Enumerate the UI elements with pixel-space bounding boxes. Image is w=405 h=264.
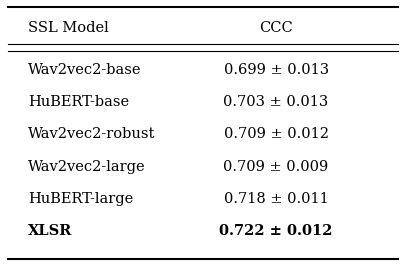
Text: 0.718 ± 0.011: 0.718 ± 0.011 [223,192,328,206]
Text: XLSR: XLSR [28,224,72,238]
Text: 0.699 ± 0.013: 0.699 ± 0.013 [223,63,328,77]
Text: 0.709 ± 0.009: 0.709 ± 0.009 [223,159,328,174]
Text: HuBERT-large: HuBERT-large [28,192,133,206]
Text: 0.709 ± 0.012: 0.709 ± 0.012 [223,127,328,142]
Text: SSL Model: SSL Model [28,21,109,35]
Text: 0.722 ± 0.012: 0.722 ± 0.012 [219,224,332,238]
Text: Wav2vec2-base: Wav2vec2-base [28,63,142,77]
Text: Wav2vec2-large: Wav2vec2-large [28,159,146,174]
Text: CCC: CCC [258,21,292,35]
Text: Wav2vec2-robust: Wav2vec2-robust [28,127,156,142]
Text: HuBERT-base: HuBERT-base [28,95,129,109]
Text: 0.703 ± 0.013: 0.703 ± 0.013 [223,95,328,109]
